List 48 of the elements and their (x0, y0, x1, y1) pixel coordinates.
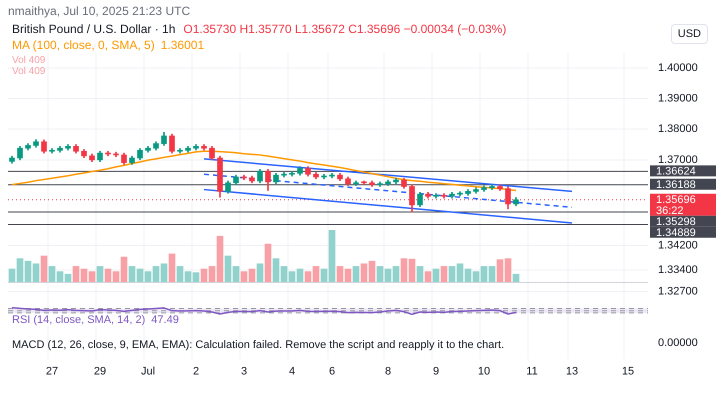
bar (264, 244, 272, 282)
bar (352, 266, 360, 282)
x-tick-label: 15 (622, 366, 634, 378)
text: 1.36001 (160, 38, 204, 52)
annotation: 47.49 (151, 314, 179, 326)
bar (416, 266, 424, 282)
ref-line-label: 1.36188 (656, 178, 696, 191)
y-tick-label: 1.34200 (658, 240, 698, 252)
series-label: RSI (14, close, SMA, 14, 2) (12, 314, 146, 326)
text: nmaithya, Jul 10, 2025 21:23 UTC (8, 4, 190, 18)
bar (424, 271, 432, 282)
bar (432, 268, 440, 282)
bar (512, 274, 520, 282)
y-tick-label: 1.39000 (658, 92, 698, 105)
ref-line-label: 1.35298 (656, 216, 696, 228)
text: MA (100, close, 0, SMA, 5) (12, 38, 155, 52)
x-tick-label: 13 (566, 366, 578, 378)
x-tick-label: Jul (140, 366, 156, 378)
bar (168, 254, 176, 282)
y-tick-label: 1.38000 (658, 123, 698, 136)
x-tick-label: 11 (526, 366, 538, 378)
annotation: Vol 409 (12, 65, 46, 79)
annotation: MACD (12, 26, close, 9, EMA, EMA): Calculation failed. Remove the script and reapply it to the chart. (12, 338, 504, 352)
y-tick-label: 1.40000 (658, 62, 698, 74)
ref-line-label: 1.36624 (656, 165, 696, 178)
bar (40, 256, 48, 282)
bar (256, 263, 264, 282)
y-axis-title: USD (670, 24, 708, 44)
x-tick-label: 8 (384, 366, 392, 378)
annotation: Vol 409 (12, 54, 46, 66)
y-tick-label: 1.33400 (658, 264, 698, 276)
x-tick-label: 6 (328, 366, 336, 378)
bar (96, 266, 104, 282)
x-tick-label: 2 (192, 366, 200, 378)
x-tick-label: 29 (94, 366, 106, 378)
ref-line-label: 1.34889 (656, 226, 696, 239)
y-tick-label: 1.37000 (658, 154, 698, 166)
x-tick-label: 4 (288, 366, 296, 378)
x-tick-label: 3 (240, 366, 248, 378)
x-tick-label: 27 (46, 366, 58, 378)
x-tick-label: 9 (432, 366, 440, 378)
ref-line-label: 1.35696 36:22 (656, 194, 696, 217)
bar (440, 266, 448, 282)
text: 0.00000 (658, 336, 698, 350)
x-tick-label: 10 (478, 366, 490, 378)
chart-subtitle: O1.35730 H1.35770 L1.35672 C1.35696 −0.00034 (−0.03%) (183, 22, 506, 36)
chart-title: British Pound / U.S. Dollar · 1h (12, 22, 176, 36)
y-tick-label: 1.32700 (658, 286, 698, 298)
